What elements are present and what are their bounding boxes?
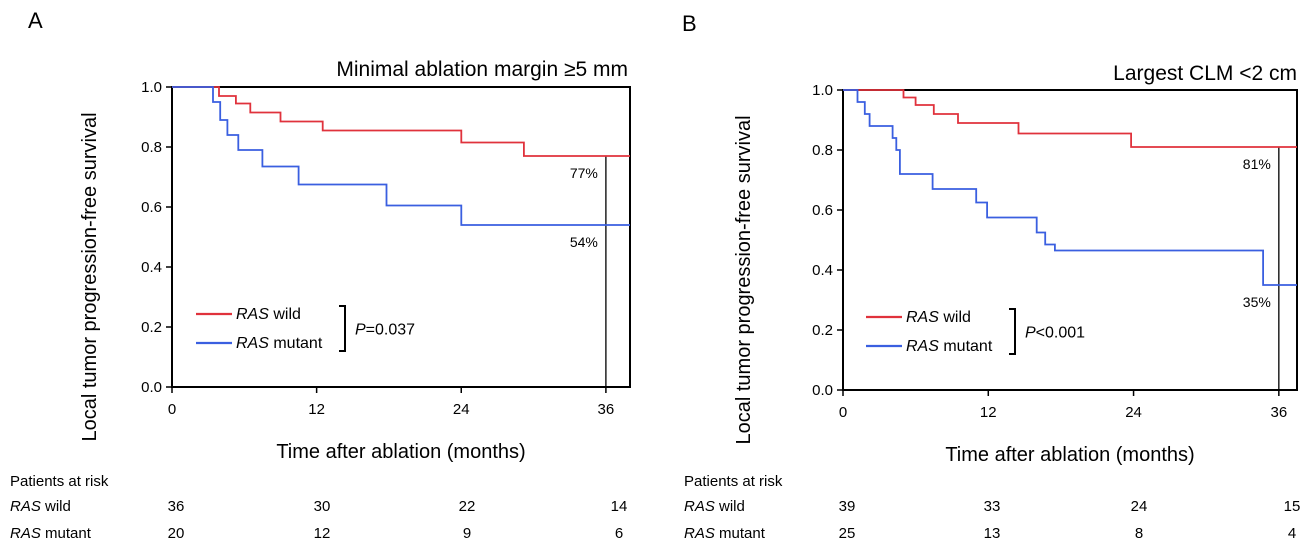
panel-b-legend-bracket xyxy=(1009,308,1016,355)
panel-b-risk-cell: 33 xyxy=(984,498,1001,515)
panel-a-end-label-mutant: 54% xyxy=(570,234,598,250)
panel-b-series-wild-line xyxy=(843,89,1297,148)
panel-b-ytick-label: 0.0 xyxy=(812,382,833,399)
panel-a-risk-row-label-mutant-rest: mutant xyxy=(41,525,92,542)
panel-b-end-label-mutant: 35% xyxy=(1243,294,1271,310)
panel-b-risk-cell: 15 xyxy=(1284,498,1301,515)
panel-a-legend-bracket xyxy=(339,305,346,352)
panel-b-xlabel: Time after ablation (months) xyxy=(945,444,1194,466)
panel-a-risk-row-label-wild-italic: RAS xyxy=(10,498,41,515)
panel-a-legend-label-mutant-rest: mutant xyxy=(269,335,323,352)
panel-a-risk-cell: 22 xyxy=(459,498,476,515)
panel-a-ytick-label: 0.4 xyxy=(141,259,162,276)
panel-a-title: Minimal ablation margin ≥5 mm xyxy=(336,58,628,81)
panel-a-risk-cell: 9 xyxy=(463,525,471,542)
panel-a-legend-label-wild: RAS wild xyxy=(236,306,301,323)
panel-b-legend-label-mutant-italic: RAS xyxy=(906,338,939,355)
panel-a-legend-label-mutant-italic: RAS xyxy=(236,335,269,352)
panel-a-risk-title: Patients at risk xyxy=(10,473,109,490)
panel-a-pvalue-italic: P xyxy=(355,322,366,339)
panel-b-pvalue-rest: <0.001 xyxy=(1036,325,1085,342)
panel-b-risk-row-label-wild-italic: RAS xyxy=(684,498,715,515)
panel-b-xtick-label: 24 xyxy=(1125,404,1142,421)
panel-a-pvalue: P=0.037 xyxy=(355,322,415,339)
panel-a-risk-row-label-wild: RAS wild xyxy=(10,498,71,515)
panel-b-legend-label-wild-italic: RAS xyxy=(906,309,939,326)
panel-b-title: Largest CLM <2 cm xyxy=(1113,62,1297,85)
panel-b-xtick-label: 0 xyxy=(839,404,847,421)
panel-b-legend-label-wild: RAS wild xyxy=(906,309,971,326)
panel-b-ytick-label: 0.2 xyxy=(812,322,833,339)
panel-b-pvalue-italic: P xyxy=(1025,325,1036,342)
panel-b-risk-row-label-mutant-italic: RAS xyxy=(684,525,715,542)
panel-a-risk-cell: 12 xyxy=(314,525,331,542)
panel-b-end-label-wild: 81% xyxy=(1243,156,1271,172)
panel-a-risk-row-label-wild-rest: wild xyxy=(41,498,71,515)
panel-a-ylabel: Local tumor progression-free survival xyxy=(79,112,101,441)
panel-a-series-wild-line xyxy=(172,86,630,157)
panel-b-ylabel: Local tumor progression-free survival xyxy=(733,115,755,444)
panel-b-ytick-label: 1.0 xyxy=(812,82,833,99)
panel-b-plot-frame xyxy=(842,89,1298,391)
panel-a-ytick-label: 0.2 xyxy=(141,319,162,336)
panel-b-risk-row-label-mutant-rest: mutant xyxy=(715,525,766,542)
panel-a-letter: A xyxy=(28,8,43,33)
panel-b-risk-cell: 13 xyxy=(984,525,1001,542)
panel-b-legend-label-wild-rest: wild xyxy=(939,309,971,326)
panel-b-legend-label-mutant-rest: mutant xyxy=(939,338,993,355)
panel-a-legend-label-wild-italic: RAS xyxy=(236,306,269,323)
panel-a-pvalue-rest: =0.037 xyxy=(366,322,415,339)
panel-a-plot-frame xyxy=(171,86,631,388)
panel-a-end-label-wild: 77% xyxy=(570,165,598,181)
panel-a-risk-row-label-mutant-italic: RAS xyxy=(10,525,41,542)
panel-a-legend-label-mutant: RAS mutant xyxy=(236,335,323,352)
panel-b-legend-label-mutant: RAS mutant xyxy=(906,338,993,355)
panel-b-risk-cell: 25 xyxy=(839,525,856,542)
panel-a-xlabel: Time after ablation (months) xyxy=(276,441,525,463)
panel-b-xtick-label: 12 xyxy=(980,404,997,421)
panel-b-series-mutant-line xyxy=(843,89,1297,286)
panel-a-ytick-label: 0.0 xyxy=(141,379,162,396)
panel-b-risk-row-label-mutant: RAS mutant xyxy=(684,525,766,542)
panel-b-pvalue: P<0.001 xyxy=(1025,325,1085,342)
panel-a-risk-cell: 36 xyxy=(168,498,185,515)
panel-a-legend-label-wild-rest: wild xyxy=(269,306,301,323)
panel-b-risk-row-label-wild: RAS wild xyxy=(684,498,745,515)
panel-a-xtick-label: 12 xyxy=(308,401,325,418)
panel-a-risk-cell: 14 xyxy=(611,498,628,515)
panel-b-risk-cell: 4 xyxy=(1288,525,1296,542)
panel-a-xtick-label: 24 xyxy=(453,401,470,418)
panel-a-ytick-label: 0.8 xyxy=(141,139,162,156)
panel-a-risk-cell: 30 xyxy=(314,498,331,515)
panel-a-risk-cell: 20 xyxy=(168,525,185,542)
panel-a-xtick-label: 0 xyxy=(168,401,176,418)
panel-b-ytick-label: 0.4 xyxy=(812,262,833,279)
panel-a-xtick-label: 36 xyxy=(598,401,615,418)
panel-b-ytick-label: 0.8 xyxy=(812,142,833,159)
panel-b-risk-cell: 24 xyxy=(1131,498,1148,515)
panel-b-letter: B xyxy=(682,11,697,36)
panel-a-ytick-label: 1.0 xyxy=(141,79,162,96)
panel-a-ytick-label: 0.6 xyxy=(141,199,162,216)
panel-a-risk-cell: 6 xyxy=(615,525,623,542)
panel-b-xtick-label: 36 xyxy=(1270,404,1287,421)
panel-b-risk-cell: 8 xyxy=(1135,525,1143,542)
panel-b-risk-title: Patients at risk xyxy=(684,473,783,490)
panel-b-ytick-label: 0.6 xyxy=(812,202,833,219)
panel-b-risk-row-label-wild-rest: wild xyxy=(715,498,745,515)
panel-a-series-mutant-line xyxy=(172,86,630,226)
panel-a-risk-row-label-mutant: RAS mutant xyxy=(10,525,92,542)
panel-b-risk-cell: 39 xyxy=(839,498,856,515)
